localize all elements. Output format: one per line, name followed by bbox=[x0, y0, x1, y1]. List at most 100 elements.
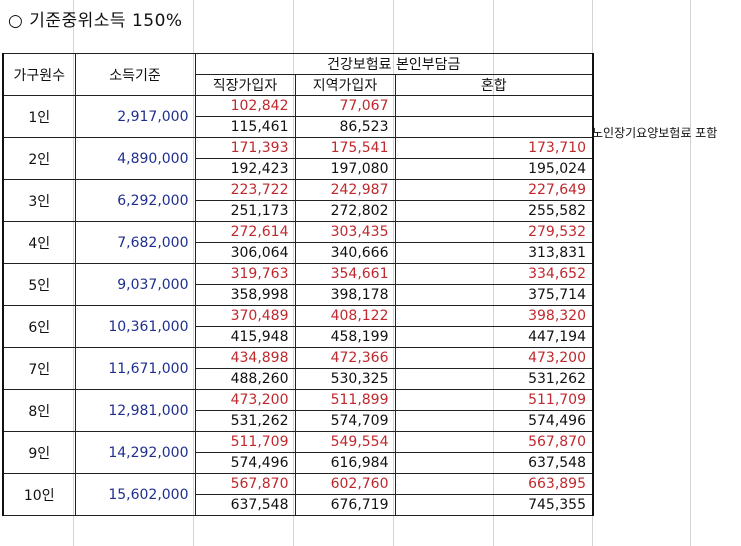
premium-table: 가구원수 소득기준 건강보험료 본인부담금 직장가입자 지역가입자 혼합 1인 2… bbox=[2, 53, 594, 516]
cell-mixed-total[interactable]: 531,262 bbox=[394, 368, 594, 390]
cell-mixed-base[interactable]: 398,320 bbox=[394, 305, 594, 327]
cell-mixed-base[interactable]: 511,709 bbox=[394, 389, 594, 411]
header-income[interactable]: 소득기준 bbox=[74, 53, 196, 96]
cell-regional-base[interactable]: 242,987 bbox=[294, 179, 396, 201]
cell-employee-total[interactable]: 574,496 bbox=[194, 452, 296, 474]
cell-employee-total[interactable]: 488,260 bbox=[194, 368, 296, 390]
cell-regional-total[interactable]: 272,802 bbox=[294, 200, 396, 222]
cell-mixed-total[interactable]: 375,714 bbox=[394, 284, 594, 306]
cell-employee-total[interactable]: 358,998 bbox=[194, 284, 296, 306]
cell-mixed-total[interactable]: 447,194 bbox=[394, 326, 594, 348]
cell-employee-base[interactable]: 434,898 bbox=[194, 347, 296, 369]
cell-regional-total[interactable]: 398,178 bbox=[294, 284, 396, 306]
cell-regional-total[interactable]: 574,709 bbox=[294, 410, 396, 432]
cell-mixed-base[interactable]: 334,652 bbox=[394, 263, 594, 285]
cell-members[interactable]: 5인 bbox=[2, 263, 76, 306]
cell-income[interactable]: 15,602,000 bbox=[74, 473, 196, 516]
cell-income[interactable]: 7,682,000 bbox=[74, 221, 196, 264]
cell-mixed-base[interactable] bbox=[394, 95, 594, 117]
header-employee[interactable]: 직장가입자 bbox=[194, 74, 296, 96]
cell-members[interactable]: 9인 bbox=[2, 431, 76, 474]
cell-employee-total[interactable]: 251,173 bbox=[194, 200, 296, 222]
cell-employee-base[interactable]: 511,709 bbox=[194, 431, 296, 453]
cell-employee-base[interactable]: 223,722 bbox=[194, 179, 296, 201]
cell-income[interactable]: 12,981,000 bbox=[74, 389, 196, 432]
cell-mixed-total[interactable]: 313,831 bbox=[394, 242, 594, 264]
header-mixed[interactable]: 혼합 bbox=[394, 74, 594, 96]
table-row: 358,998 398,178 375,714 bbox=[3, 284, 594, 306]
cell-employee-base[interactable]: 473,200 bbox=[194, 389, 296, 411]
cell-regional-total[interactable]: 86,523 bbox=[294, 116, 396, 138]
cell-income[interactable]: 2,917,000 bbox=[74, 95, 196, 138]
cell-members[interactable]: 6인 bbox=[2, 305, 76, 348]
header-row-1: 가구원수 소득기준 건강보험료 본인부담금 bbox=[2, 53, 594, 96]
cell-mixed-total[interactable]: 637,548 bbox=[394, 452, 594, 474]
header-regional[interactable]: 지역가입자 bbox=[294, 74, 396, 96]
cell-mixed-base[interactable]: 567,870 bbox=[394, 431, 594, 453]
cell-regional-total[interactable]: 458,199 bbox=[294, 326, 396, 348]
cell-regional-total[interactable]: 616,984 bbox=[294, 452, 396, 474]
header-insurance[interactable]: 건강보험료 본인부담금 bbox=[194, 53, 594, 75]
cell-members[interactable]: 7인 bbox=[2, 347, 76, 390]
cell-mixed-base[interactable]: 663,895 bbox=[394, 473, 594, 495]
cell-mixed-base[interactable]: 173,710 bbox=[394, 137, 594, 159]
cell-mixed-base[interactable]: 473,200 bbox=[394, 347, 594, 369]
cell-income[interactable]: 14,292,000 bbox=[74, 431, 196, 474]
cell-mixed-base[interactable]: 279,532 bbox=[394, 221, 594, 243]
cell-members[interactable]: 4인 bbox=[2, 221, 76, 264]
cell-mixed-base[interactable]: 227,649 bbox=[394, 179, 594, 201]
cell-regional-base[interactable]: 77,067 bbox=[294, 95, 396, 117]
cell-regional-base[interactable]: 511,899 bbox=[294, 389, 396, 411]
cell-regional-total[interactable]: 530,325 bbox=[294, 368, 396, 390]
cell-employee-base[interactable]: 370,489 bbox=[194, 305, 296, 327]
cell-employee-total[interactable]: 531,262 bbox=[194, 410, 296, 432]
cell-employee-total[interactable]: 115,461 bbox=[194, 116, 296, 138]
cell-regional-total[interactable]: 197,080 bbox=[294, 158, 396, 180]
cell-members[interactable]: 8인 bbox=[2, 389, 76, 432]
cell-regional-base[interactable]: 602,760 bbox=[294, 473, 396, 495]
table-row: 637,548 676,719 745,355 bbox=[3, 494, 594, 516]
table-row: 8인 12,981,000 473,200 511,899 511,709 bbox=[2, 389, 594, 432]
table-row: 2인 4,890,000 171,393 175,541 173,710 bbox=[2, 137, 594, 180]
table-row: 10인 15,602,000 567,870 602,760 663,895 bbox=[2, 473, 594, 516]
side-note-cell[interactable]: 노인장기요양보험료 포함 bbox=[592, 126, 718, 140]
cell-members[interactable]: 3인 bbox=[2, 179, 76, 222]
table-row: 574,496 616,984 637,548 bbox=[3, 452, 594, 474]
cell-mixed-total[interactable]: 745,355 bbox=[394, 494, 594, 516]
cell-income[interactable]: 10,361,000 bbox=[74, 305, 196, 348]
cell-employee-base[interactable]: 567,870 bbox=[194, 473, 296, 495]
cell-regional-base[interactable]: 408,122 bbox=[294, 305, 396, 327]
cell-regional-base[interactable]: 175,541 bbox=[294, 137, 396, 159]
table-row: 251,173 272,802 255,582 bbox=[3, 200, 594, 222]
cell-employee-total[interactable]: 637,548 bbox=[194, 494, 296, 516]
cell-members[interactable]: 10인 bbox=[2, 473, 76, 516]
table-row: 4인 7,682,000 272,614 303,435 279,532 bbox=[2, 221, 594, 264]
cell-regional-total[interactable]: 340,666 bbox=[294, 242, 396, 264]
cell-employee-base[interactable]: 102,842 bbox=[194, 95, 296, 117]
cell-mixed-total[interactable]: 574,496 bbox=[394, 410, 594, 432]
cell-income[interactable]: 11,671,000 bbox=[74, 347, 196, 390]
cell-income[interactable]: 9,037,000 bbox=[74, 263, 196, 306]
cell-employee-base[interactable]: 272,614 bbox=[194, 221, 296, 243]
cell-members[interactable]: 2인 bbox=[2, 137, 76, 180]
cell-employee-total[interactable]: 192,423 bbox=[194, 158, 296, 180]
cell-regional-base[interactable]: 303,435 bbox=[294, 221, 396, 243]
cell-employee-total[interactable]: 306,064 bbox=[194, 242, 296, 264]
cell-mixed-total[interactable]: 255,582 bbox=[394, 200, 594, 222]
cell-employee-base[interactable]: 319,763 bbox=[194, 263, 296, 285]
cell-employee-base[interactable]: 171,393 bbox=[194, 137, 296, 159]
cell-mixed-total[interactable]: 195,024 bbox=[394, 158, 594, 180]
cell-income[interactable]: 6,292,000 bbox=[74, 179, 196, 222]
header-members[interactable]: 가구원수 bbox=[2, 53, 76, 96]
cell-employee-total[interactable]: 415,948 bbox=[194, 326, 296, 348]
table-row: 6인 10,361,000 370,489 408,122 398,320 bbox=[2, 305, 594, 348]
cell-mixed-total[interactable] bbox=[394, 116, 594, 138]
cell-regional-base[interactable]: 354,661 bbox=[294, 263, 396, 285]
cell-regional-base[interactable]: 549,554 bbox=[294, 431, 396, 453]
cell-regional-total[interactable]: 676,719 bbox=[294, 494, 396, 516]
cell-regional-base[interactable]: 472,366 bbox=[294, 347, 396, 369]
cell-income[interactable]: 4,890,000 bbox=[74, 137, 196, 180]
table-row: 7인 11,671,000 434,898 472,366 473,200 bbox=[2, 347, 594, 390]
table-row: 3인 6,292,000 223,722 242,987 227,649 bbox=[2, 179, 594, 222]
cell-members[interactable]: 1인 bbox=[2, 95, 76, 138]
